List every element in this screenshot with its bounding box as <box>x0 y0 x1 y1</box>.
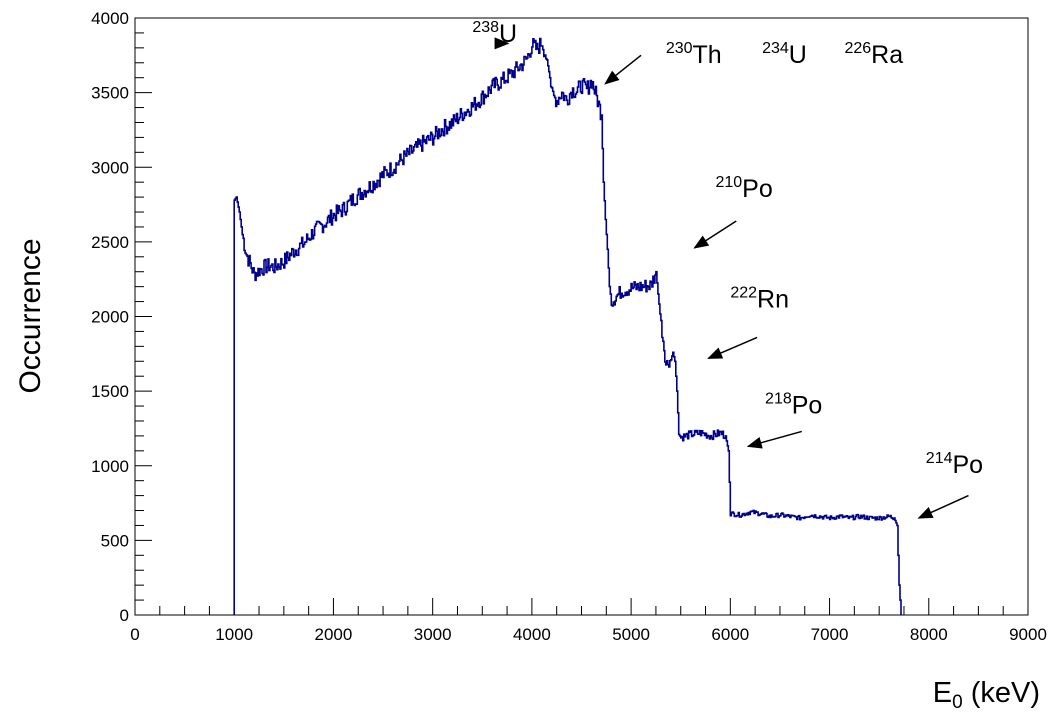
isotope-symbol: Po <box>792 392 823 420</box>
isotope-mass-number: 230 <box>666 40 693 57</box>
isotope-label: 226Ra <box>844 40 903 69</box>
isotope-mass-number: 210 <box>715 174 742 191</box>
x-tick-labels: 0 1000 2000 3000 4000 5000 6000 7000 8000 9000 <box>130 625 1047 644</box>
isotope-symbol: Th <box>693 41 722 69</box>
y-axis-title: Occurrence <box>14 238 47 393</box>
x-tick-label: 5000 <box>612 625 650 644</box>
isotope-label: 234U <box>762 40 807 69</box>
isotope-label: 218Po <box>765 391 822 420</box>
x-tick-label: 0 <box>130 625 139 644</box>
y-tick-label: 500 <box>101 531 129 550</box>
spectrum-line <box>233 37 902 615</box>
y-tick-label: 3000 <box>91 158 129 177</box>
y-tick-label: 0 <box>120 606 129 625</box>
isotope-symbol: Ra <box>871 41 903 69</box>
x-tick-label: 6000 <box>711 625 749 644</box>
annotation-arrow <box>746 430 802 449</box>
isotope-label: 230Th <box>666 40 722 69</box>
isotope-symbol: Po <box>953 451 984 479</box>
x-axis-title-sub: 0 <box>952 692 963 713</box>
annotation-arrow <box>693 220 737 249</box>
isotope-symbol: U <box>789 41 807 69</box>
y-axis-ticks <box>135 17 152 616</box>
isotope-label: 238U <box>472 19 517 48</box>
y-axis-title-text: Occurrence <box>14 238 47 393</box>
y-tick-label: 2000 <box>91 308 129 327</box>
annotation-arrow <box>604 54 642 85</box>
x-axis-title: E0 (keV) <box>933 677 1040 713</box>
isotope-mass-number: 214 <box>926 450 953 467</box>
isotope-mass-number: 226 <box>844 40 871 57</box>
x-axis-title-unit: (keV) <box>963 677 1040 709</box>
x-tick-label: 8000 <box>910 625 948 644</box>
plot-frame <box>134 17 1029 616</box>
y-tick-label: 1500 <box>91 382 129 401</box>
x-tick-label: 1000 <box>215 625 253 644</box>
x-tick-label: 9000 <box>1009 625 1047 644</box>
annotation-arrow <box>707 336 758 359</box>
y-tick-label: 1000 <box>91 457 129 476</box>
x-tick-label: 2000 <box>315 625 353 644</box>
isotope-label: 210Po <box>715 174 772 203</box>
y-tick-label: 3500 <box>91 84 129 103</box>
x-tick-label: 3000 <box>414 625 452 644</box>
isotope-label: 222Rn <box>730 285 789 314</box>
isotope-symbol: Rn <box>757 286 789 314</box>
isotope-mass-number: 238 <box>472 19 499 36</box>
isotope-symbol: Po <box>742 175 773 203</box>
isotope-mass-number: 234 <box>762 40 789 57</box>
isotope-mass-number: 218 <box>765 391 792 408</box>
y-tick-label: 4000 <box>91 9 129 28</box>
x-axis-title-main: E <box>933 677 952 709</box>
y-tick-label: 2500 <box>91 233 129 252</box>
annotation-arrow <box>917 494 969 519</box>
isotope-label: 214Po <box>926 450 983 479</box>
y-tick-labels: 0 500 1000 1500 2000 2500 3000 3500 4000 <box>91 9 129 625</box>
x-tick-label: 7000 <box>811 625 849 644</box>
isotope-symbol: U <box>499 20 517 48</box>
x-tick-label: 4000 <box>513 625 551 644</box>
isotope-mass-number: 222 <box>730 285 757 302</box>
x-axis-ticks <box>134 598 1029 615</box>
